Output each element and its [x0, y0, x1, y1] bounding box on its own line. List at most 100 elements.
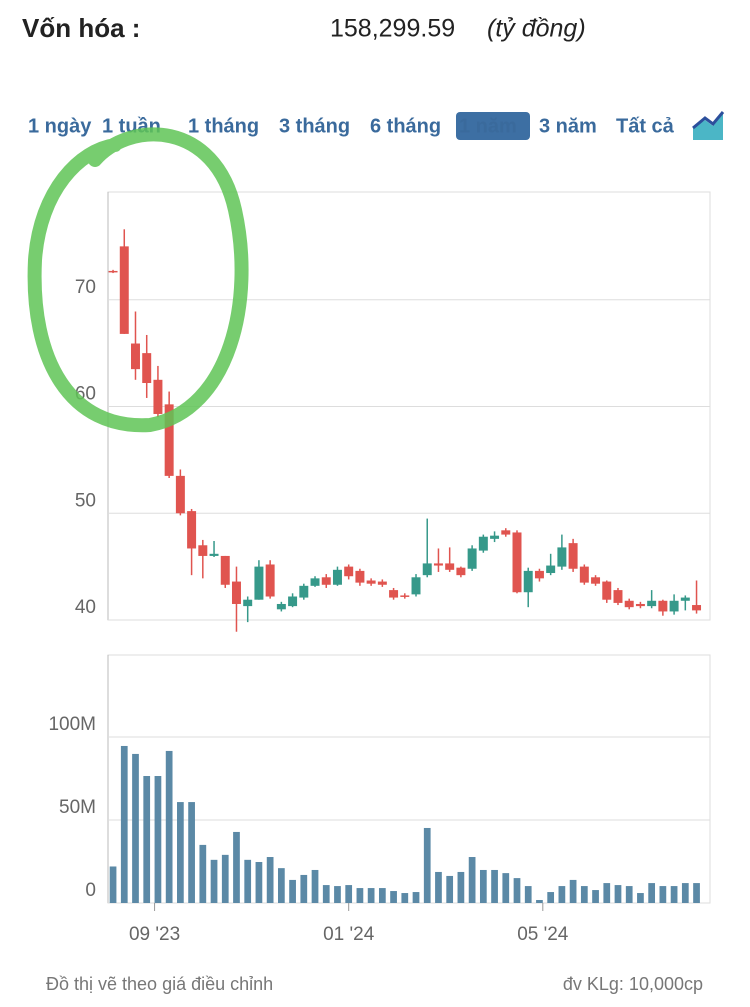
candle-body	[591, 577, 601, 584]
candle-body	[512, 532, 522, 593]
volume-bar	[221, 854, 229, 903]
volume-bar	[120, 745, 128, 903]
volume-bar	[143, 776, 151, 903]
volume-bar	[378, 888, 386, 903]
candle-body	[478, 536, 488, 551]
candle-body	[355, 570, 365, 583]
volume-bar	[255, 861, 263, 903]
volume-bar	[356, 888, 364, 903]
candle-body	[658, 600, 668, 612]
candle-body	[411, 577, 421, 595]
volume-bar	[468, 857, 476, 903]
candle-body	[602, 581, 612, 600]
volume-bar	[513, 878, 521, 903]
y-tick-label: 70	[75, 277, 96, 298]
range-button[interactable]: 3 tháng	[279, 115, 350, 137]
candle-body	[389, 590, 399, 598]
candle-body	[467, 548, 477, 569]
range-button[interactable]: 3 năm	[539, 115, 597, 137]
range-button[interactable]: 1 năm	[459, 115, 517, 137]
volume-bar	[446, 875, 454, 903]
cap-label: Vốn hóa :	[22, 13, 140, 43]
candle-body	[108, 270, 118, 273]
candle-body	[557, 547, 567, 567]
volume-bar	[289, 879, 296, 903]
candle-body	[288, 596, 298, 607]
x-tick-label: 05 '24	[517, 924, 569, 945]
candle-body	[490, 535, 500, 539]
volume-bar	[502, 873, 510, 903]
volume-bar	[592, 890, 599, 903]
volume-bar	[491, 869, 498, 903]
volume-bar	[266, 857, 274, 903]
candle-body	[243, 599, 253, 607]
volume-bar	[625, 886, 633, 903]
range-button[interactable]: 6 tháng	[370, 115, 441, 137]
candle-body	[400, 595, 410, 597]
volume-bar	[693, 883, 700, 903]
range-bar: 1 ngày 1 tuần 1 tháng 3 tháng 6 tháng 1 năm 3 …	[28, 112, 675, 140]
candle-body	[310, 578, 320, 586]
candle-body	[433, 563, 443, 566]
volume-bar	[637, 893, 644, 903]
candle-body	[344, 566, 354, 577]
volume-bar	[569, 879, 577, 903]
candle-body	[366, 580, 376, 584]
candle-body	[579, 566, 589, 583]
y-tick-label: 50M	[59, 797, 96, 818]
volume-bar	[322, 885, 330, 903]
range-button[interactable]: 1 tháng	[188, 115, 259, 137]
volume-bar	[547, 892, 555, 903]
candle-body	[209, 553, 219, 556]
hand-drawn-circle	[27, 127, 249, 433]
x-tick-label: 01 '24	[323, 924, 375, 945]
volume-bar	[244, 859, 252, 903]
volume-bar	[659, 886, 667, 903]
candle-body	[142, 353, 152, 384]
volume-bar	[109, 866, 117, 903]
volume-bar	[210, 859, 218, 903]
volume-bar	[479, 869, 487, 903]
volume-bar	[390, 891, 397, 903]
cap-unit: (tỷ đồng)	[487, 15, 586, 43]
volume-bar	[580, 886, 588, 903]
y-tick-label: 0	[85, 880, 96, 901]
candle-body	[422, 563, 432, 576]
candle-body	[220, 555, 230, 585]
candle-body	[153, 379, 163, 414]
candle-body	[187, 511, 197, 549]
candle-body	[276, 603, 286, 610]
candle-body	[456, 567, 466, 576]
candle-body	[254, 566, 264, 600]
candle-body	[231, 581, 241, 604]
volume-bar	[412, 892, 420, 903]
volume-bar	[177, 802, 184, 903]
chart-icon[interactable]	[692, 111, 725, 140]
candle-body	[119, 246, 129, 334]
candle-body	[198, 545, 208, 556]
volume-bar	[334, 886, 341, 903]
volume-bar	[311, 869, 319, 903]
candle-body	[568, 543, 578, 569]
y-tick-label: 100M	[48, 714, 96, 735]
volume-bar	[300, 874, 308, 903]
range-button[interactable]: 1 ngày	[28, 115, 92, 137]
candle-body	[377, 581, 387, 585]
x-tick-label: 09 '23	[129, 924, 180, 945]
candle-body	[131, 343, 140, 370]
candle-body	[321, 577, 331, 585]
range-button[interactable]: Tất cả	[616, 115, 675, 137]
y-tick-label: 50	[75, 490, 96, 511]
volume-bar	[188, 802, 195, 903]
candle-body	[164, 404, 174, 476]
volume-bar	[614, 885, 622, 903]
candle-body	[534, 570, 544, 579]
candle-body	[692, 605, 702, 611]
volume-panel	[107, 654, 711, 904]
volume-bar	[670, 886, 678, 903]
range-selected-bg	[456, 112, 530, 140]
volume-bar	[165, 750, 173, 903]
candle-body	[332, 569, 342, 585]
